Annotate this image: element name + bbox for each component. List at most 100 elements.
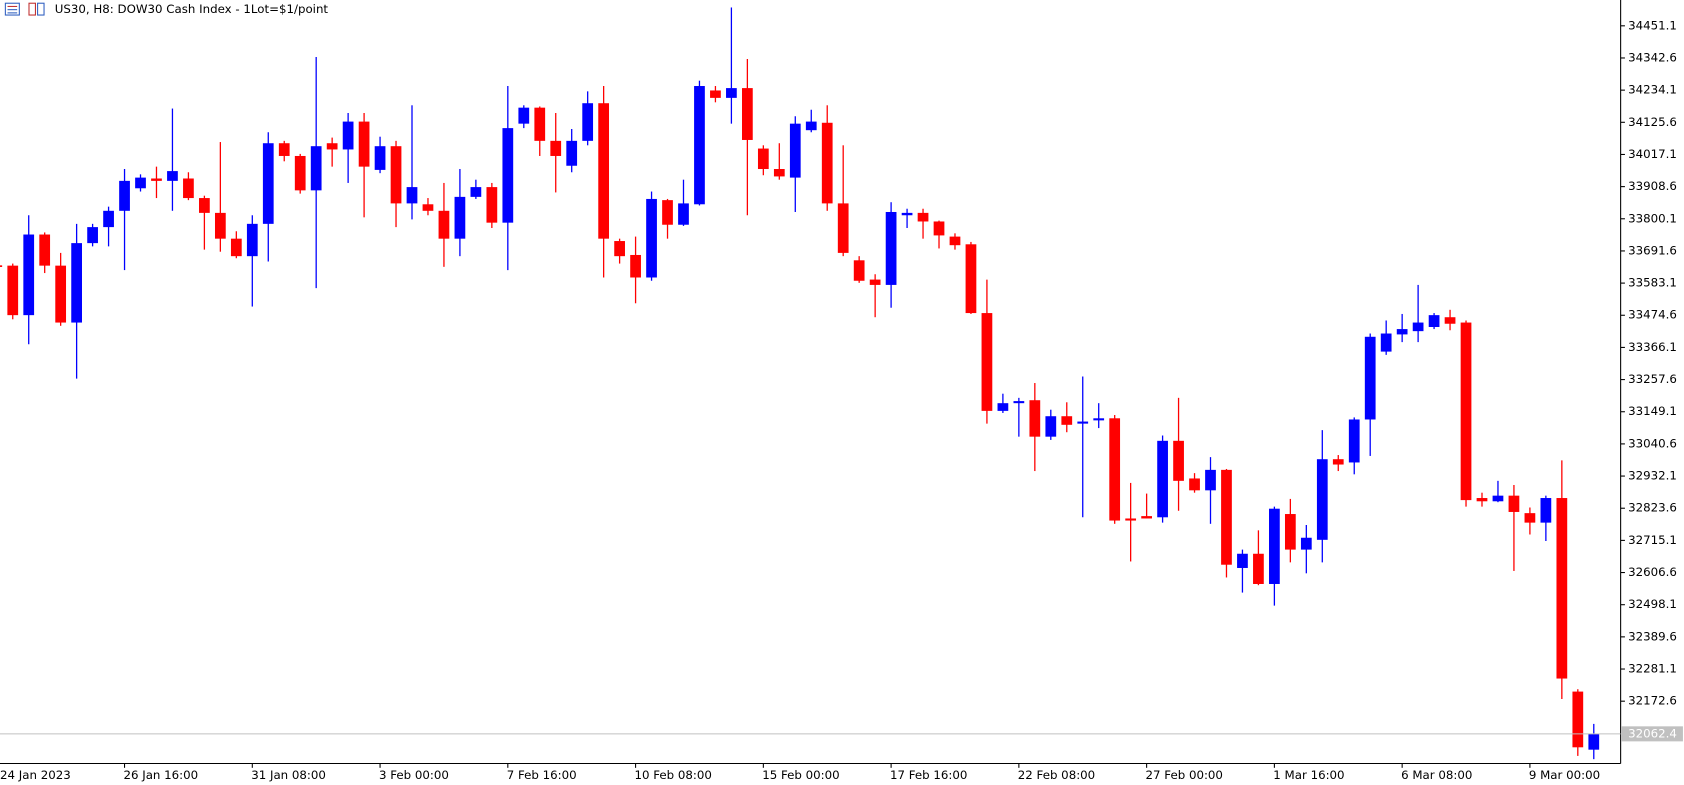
current-price-box <box>1621 726 1683 742</box>
candle-body <box>23 234 35 316</box>
candle-body <box>1109 418 1121 521</box>
candle-body <box>965 244 977 314</box>
x-tick-label: 1 Mar 16:00 <box>1273 768 1344 782</box>
candle-body <box>1508 495 1520 512</box>
candle-body <box>374 146 386 170</box>
candle-body <box>1380 333 1392 352</box>
candle-body <box>917 212 929 222</box>
chart-title: US30, H8: DOW30 Cash Index - 1Lot=$1/poi… <box>55 2 329 16</box>
y-tick-label: 33583.1 <box>1628 276 1677 290</box>
y-tick-label: 32389.6 <box>1628 629 1677 643</box>
candle-body <box>1492 495 1504 502</box>
y-tick-label: 33149.1 <box>1628 404 1677 418</box>
candle-body <box>1348 419 1360 463</box>
candle-body <box>214 212 226 239</box>
candle-body <box>438 210 450 239</box>
candle-body <box>486 187 498 223</box>
candle-body <box>1460 322 1472 501</box>
candle-body <box>406 187 418 204</box>
candle-body <box>1237 553 1248 568</box>
x-tick-label: 17 Feb 16:00 <box>890 768 967 782</box>
candle-body <box>614 241 625 257</box>
candle-body <box>1029 400 1041 437</box>
candle-body <box>199 198 210 213</box>
candle-body <box>278 143 290 156</box>
y-tick-label: 33800.1 <box>1628 211 1677 225</box>
y-tick-label: 32932.1 <box>1628 469 1677 483</box>
candle-body <box>997 403 1009 411</box>
y-tick-label: 32823.6 <box>1628 501 1677 515</box>
x-tick-label: 10 Feb 08:00 <box>635 768 712 782</box>
candle-body <box>454 196 466 239</box>
candle-body <box>1556 498 1568 679</box>
candle-body <box>71 243 82 323</box>
candle-body <box>901 212 913 216</box>
candle-body <box>885 211 897 285</box>
candle-body <box>0 265 3 267</box>
y-tick-label: 34017.1 <box>1628 147 1677 161</box>
candle-body <box>773 169 785 177</box>
candle-body <box>246 223 258 257</box>
candle-body <box>1061 416 1073 425</box>
y-tick-label: 32715.1 <box>1628 533 1677 547</box>
x-tick-label: 31 Jan 08:00 <box>251 768 326 782</box>
candle-body <box>710 90 721 98</box>
candle-body <box>39 234 51 266</box>
candle-body <box>869 279 881 285</box>
candle-body <box>662 200 673 225</box>
candle-body <box>1253 553 1264 584</box>
candle-body <box>949 236 961 246</box>
current-price-label: 32062.4 <box>1628 726 1677 740</box>
candle-body <box>390 146 402 204</box>
y-tick-label: 34125.6 <box>1628 115 1677 129</box>
candle-body <box>821 122 833 204</box>
x-tick-label: 9 Mar 00:00 <box>1529 768 1600 782</box>
candle-body <box>1396 329 1408 335</box>
candle-body <box>103 210 114 228</box>
candle-body <box>742 88 753 140</box>
candle-body <box>502 128 514 223</box>
candle-body <box>534 107 546 141</box>
candle-body <box>470 187 482 197</box>
candle-body <box>1269 508 1280 584</box>
x-tick-label: 7 Feb 16:00 <box>507 768 577 782</box>
candle-body <box>342 121 354 150</box>
candle-body <box>757 148 769 170</box>
candle-body <box>135 177 146 189</box>
candle-body <box>1476 498 1488 502</box>
candle-body <box>933 221 945 236</box>
y-tick-label: 32498.1 <box>1628 597 1677 611</box>
candle-body <box>630 254 641 278</box>
candle-body <box>183 178 194 199</box>
candle-body <box>119 180 130 211</box>
y-tick-label: 33257.6 <box>1628 372 1677 386</box>
x-tick-label: 15 Feb 00:00 <box>762 768 839 782</box>
y-tick-label: 33040.6 <box>1628 436 1677 450</box>
x-tick-label: 3 Feb 00:00 <box>379 768 449 782</box>
candle-body <box>1221 469 1232 565</box>
y-tick-label: 33908.6 <box>1628 179 1677 193</box>
chart-icon <box>28 2 36 16</box>
x-tick-label: 26 Jan 16:00 <box>123 768 198 782</box>
candle-body <box>1572 691 1584 748</box>
candle-body <box>1205 469 1216 491</box>
candle-body <box>87 227 98 244</box>
x-tick-label: 24 Jan 2023 <box>0 768 71 782</box>
y-tick-label: 32606.6 <box>1628 565 1677 579</box>
candle-body <box>358 121 370 167</box>
candle-body <box>566 140 578 166</box>
candle-body <box>1524 513 1536 523</box>
candle-body <box>167 171 178 181</box>
candle-body <box>262 143 274 224</box>
x-tick-label: 27 Feb 00:00 <box>1146 768 1223 782</box>
candle-body <box>1013 401 1025 404</box>
candle-body <box>789 123 801 178</box>
candle-body <box>151 178 162 181</box>
candle-body <box>1173 440 1184 481</box>
candle-body <box>1364 336 1376 420</box>
candle-body <box>550 140 562 156</box>
y-tick-label: 33366.1 <box>1628 340 1677 354</box>
candle-body <box>1540 498 1552 523</box>
